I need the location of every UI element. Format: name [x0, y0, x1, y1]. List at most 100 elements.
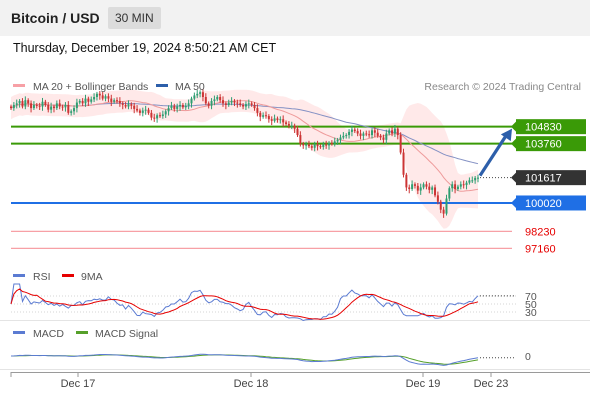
- candle: [362, 131, 365, 141]
- candle-body: [342, 135, 345, 138]
- candle: [273, 114, 276, 123]
- candle-body: [242, 104, 245, 107]
- candle: [136, 105, 139, 113]
- candle-body: [210, 100, 213, 106]
- candle: [379, 133, 382, 141]
- candle-body: [179, 104, 182, 107]
- rsi-ma-legend-swatch: [62, 274, 74, 277]
- candle: [459, 181, 462, 190]
- candle-body: [164, 111, 167, 115]
- candle: [264, 111, 267, 119]
- candle: [38, 102, 41, 111]
- candle-body: [388, 130, 391, 134]
- candle: [153, 113, 156, 122]
- candle-body: [451, 184, 454, 189]
- candle-body: [448, 188, 451, 199]
- candle: [201, 89, 204, 102]
- candle: [10, 104, 12, 111]
- candle-body: [302, 143, 305, 146]
- candle-body: [285, 122, 288, 124]
- candle-body: [279, 119, 282, 121]
- candle: [391, 127, 394, 137]
- candle-body: [416, 185, 419, 191]
- candle: [127, 100, 130, 110]
- rsi-ma-legend-label: 9MA: [81, 271, 103, 283]
- candle: [216, 95, 219, 102]
- candle: [167, 105, 170, 116]
- timestamp: Thursday, December 19, 2024 8:50:21 AM C…: [13, 41, 277, 55]
- candle: [207, 101, 210, 109]
- candle: [279, 116, 282, 124]
- candle-body: [107, 96, 110, 99]
- rsi-line: [10, 283, 479, 322]
- candle: [27, 98, 30, 107]
- candle: [30, 100, 33, 113]
- candle: [353, 127, 356, 134]
- candle-body: [190, 98, 193, 104]
- ma50-legend-swatch: [156, 84, 168, 87]
- candle-body: [87, 98, 90, 102]
- candle: [290, 121, 293, 130]
- candle-body: [256, 108, 259, 113]
- candle-body: [196, 93, 199, 96]
- forecast-arrow-shaft: [478, 131, 510, 177]
- candle: [179, 101, 182, 111]
- candle: [310, 144, 313, 151]
- candle-body: [58, 103, 61, 107]
- candle-body: [339, 137, 342, 140]
- candle-body: [328, 143, 331, 146]
- candle: [244, 101, 247, 111]
- candle: [436, 191, 439, 205]
- candle-body: [325, 144, 328, 146]
- macd-legend-label: MACD: [33, 328, 64, 340]
- candle-body: [213, 99, 216, 101]
- candle: [287, 121, 290, 129]
- candle: [428, 182, 431, 194]
- x-axis: Dec 17 Dec 18 Dec 19 Dec 23: [10, 372, 590, 390]
- candle: [402, 148, 405, 178]
- candle: [44, 99, 47, 107]
- rsi-tick-50: 50: [525, 299, 537, 311]
- candle-body: [161, 114, 164, 117]
- candle: [12, 102, 15, 111]
- candle: [376, 128, 379, 138]
- candle-body: [262, 115, 265, 117]
- candle: [465, 180, 468, 190]
- candle-body: [41, 101, 44, 107]
- candle: [75, 98, 78, 113]
- candle: [184, 102, 187, 111]
- candle-body: [445, 198, 448, 214]
- candle-body: [239, 103, 242, 105]
- candle: [448, 186, 451, 202]
- candle-body: [130, 104, 133, 106]
- candle-body: [305, 144, 308, 146]
- candle: [393, 124, 396, 137]
- candle-body: [345, 135, 348, 137]
- candle: [419, 183, 422, 195]
- candle: [356, 128, 359, 137]
- level-label-103760-box: [516, 136, 586, 152]
- candle-body: [310, 146, 313, 148]
- candle-body: [156, 115, 159, 119]
- candle: [285, 120, 288, 126]
- title-bar: Bitcoin / USD 30 MIN: [0, 0, 590, 36]
- candle-body: [319, 146, 322, 148]
- candle: [422, 182, 425, 190]
- rsi-legend-label: RSI: [33, 271, 51, 283]
- candle-body: [219, 97, 222, 101]
- candle: [64, 102, 67, 112]
- candle: [302, 141, 305, 149]
- candle-body: [67, 104, 70, 113]
- candle-body: [282, 119, 285, 123]
- candle: [110, 94, 113, 107]
- candle-body: [118, 100, 121, 104]
- candle-body: [90, 99, 93, 102]
- candle-body: [170, 105, 173, 109]
- timeframe-button[interactable]: 30 MIN: [108, 7, 161, 29]
- candle: [67, 101, 70, 115]
- candle: [118, 97, 121, 107]
- candle-body: [436, 195, 439, 202]
- candle-body: [116, 100, 119, 102]
- rsi-legend-swatch: [13, 274, 25, 277]
- candle-body: [98, 93, 101, 96]
